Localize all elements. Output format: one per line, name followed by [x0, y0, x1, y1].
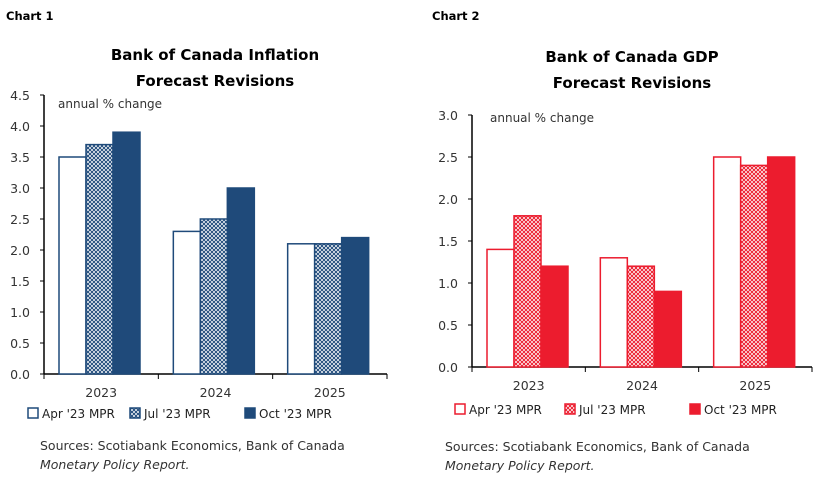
- x-tick-label: 2023: [85, 385, 117, 400]
- legend-swatch: [129, 407, 141, 419]
- legend-label: Oct '23 MPR: [259, 407, 332, 421]
- legend-swatch: [454, 403, 466, 415]
- bar-2025-0: [712, 156, 742, 368]
- y-tick-label: 1.0: [438, 276, 458, 291]
- bar-2023-0: [486, 248, 515, 368]
- bar-2025-1: [739, 164, 769, 368]
- bar-2025-2: [766, 156, 796, 368]
- bar-2023-0: [58, 156, 87, 375]
- chart-title: Forecast Revisions: [136, 72, 295, 90]
- bar-2024-2: [226, 187, 256, 375]
- bar-2024-1: [626, 265, 656, 368]
- unit-label: annual % change: [490, 111, 594, 125]
- legend-label: Apr '23 MPR: [42, 407, 115, 421]
- y-tick-label: 0.0: [10, 367, 30, 382]
- chart-title: Bank of Canada GDP: [545, 48, 718, 66]
- bar-2025-0: [286, 243, 316, 375]
- legend-label: Jul '23 MPR: [578, 403, 646, 417]
- x-tick-label: 2023: [513, 378, 545, 393]
- legend-swatch: [27, 407, 39, 419]
- source-note: Sources: Scotiabank Economics, Bank of C…: [445, 439, 750, 454]
- source-note-report: Monetary Policy Report.: [445, 458, 594, 473]
- y-tick-label: 2.5: [438, 150, 458, 165]
- y-tick-label: 2.0: [438, 192, 458, 207]
- chart-title: Forecast Revisions: [553, 74, 712, 92]
- bar-2023-2: [540, 265, 569, 368]
- x-tick-label: 2024: [626, 378, 658, 393]
- y-tick-label: 1.5: [438, 234, 458, 249]
- y-tick-label: 1.0: [10, 305, 30, 320]
- y-tick-label: 4.0: [10, 119, 30, 134]
- legend-swatch: [244, 407, 256, 419]
- x-tick-label: 2024: [200, 385, 232, 400]
- unit-label: annual % change: [58, 97, 162, 111]
- y-tick-label: 0.0: [438, 360, 458, 375]
- y-tick-label: 2.0: [10, 243, 30, 258]
- bar-2024-0: [172, 230, 202, 375]
- x-tick-label: 2025: [314, 385, 346, 400]
- legend-swatch: [689, 403, 701, 415]
- y-tick-label: 3.0: [10, 181, 30, 196]
- chart-label: Chart 2: [432, 9, 480, 23]
- bar-2023-1: [85, 143, 114, 375]
- x-tick-label: 2025: [739, 378, 771, 393]
- bar-2024-0: [599, 257, 629, 368]
- source-note: Sources: Scotiabank Economics, Bank of C…: [40, 438, 345, 453]
- bar-2023-2: [112, 131, 141, 375]
- bar-2025-2: [340, 236, 370, 375]
- chart-label: Chart 1: [6, 9, 54, 23]
- y-tick-label: 4.5: [10, 88, 30, 103]
- y-tick-label: 1.5: [10, 274, 30, 289]
- legend-label: Oct '23 MPR: [704, 403, 777, 417]
- y-tick-label: 0.5: [438, 318, 458, 333]
- source-note-report: Monetary Policy Report.: [40, 457, 189, 472]
- legend-swatch: [564, 403, 576, 415]
- bar-2024-1: [199, 218, 229, 375]
- y-tick-label: 3.5: [10, 150, 30, 165]
- y-tick-label: 0.5: [10, 336, 30, 351]
- bar-2024-2: [653, 290, 683, 368]
- y-tick-label: 2.5: [10, 212, 30, 227]
- bar-2023-1: [513, 215, 542, 368]
- chart-title: Bank of Canada Inflation: [111, 46, 319, 64]
- y-tick-label: 3.0: [438, 108, 458, 123]
- legend-label: Jul '23 MPR: [143, 407, 211, 421]
- bar-2025-1: [313, 243, 343, 375]
- legend-label: Apr '23 MPR: [469, 403, 542, 417]
